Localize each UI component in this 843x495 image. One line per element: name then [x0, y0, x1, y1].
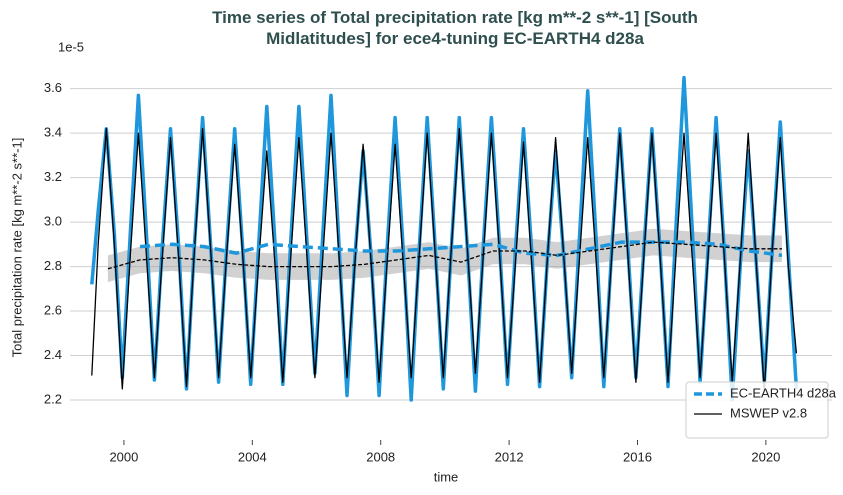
x-axis-label: time [434, 469, 459, 484]
y-tick-label: 3.2 [44, 169, 62, 184]
y-tick-label: 2.8 [44, 258, 62, 273]
legend: EC-EARTH4 d28a MSWEP v2.8 [685, 381, 837, 439]
y-tick-label: 3.0 [44, 214, 62, 229]
y-offset-label: 1e-5 [58, 39, 84, 54]
running-mean-line [107, 241, 782, 270]
series-line [91, 128, 798, 392]
running-mean-line [139, 240, 783, 258]
legend-label: EC-EARTH4 d28a [730, 385, 837, 400]
y-tick-label: 2.2 [44, 391, 62, 406]
x-tick-label: 2004 [238, 449, 267, 464]
x-tick-label: 2016 [623, 449, 652, 464]
x-tick-label: 2020 [751, 449, 780, 464]
legend-label: MSWEP v2.8 [730, 405, 807, 420]
y-tick-label: 3.6 [44, 80, 62, 95]
y-axis-label: Total precipitation rate [kg m**-2 s**-1… [9, 137, 25, 358]
y-tick-label: 2.6 [44, 302, 62, 317]
x-tick-label: 2000 [109, 449, 138, 464]
y-tick-label: 2.4 [44, 347, 62, 362]
legend-box [685, 381, 829, 439]
x-tick-label: 2008 [366, 449, 395, 464]
y-tick-label: 3.4 [44, 125, 62, 140]
x-tick-label: 2012 [495, 449, 524, 464]
chart-title: Time series of Total precipitation rate … [212, 8, 698, 48]
